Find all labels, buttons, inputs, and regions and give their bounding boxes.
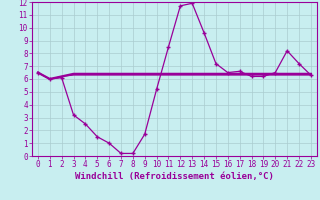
X-axis label: Windchill (Refroidissement éolien,°C): Windchill (Refroidissement éolien,°C): [75, 172, 274, 181]
